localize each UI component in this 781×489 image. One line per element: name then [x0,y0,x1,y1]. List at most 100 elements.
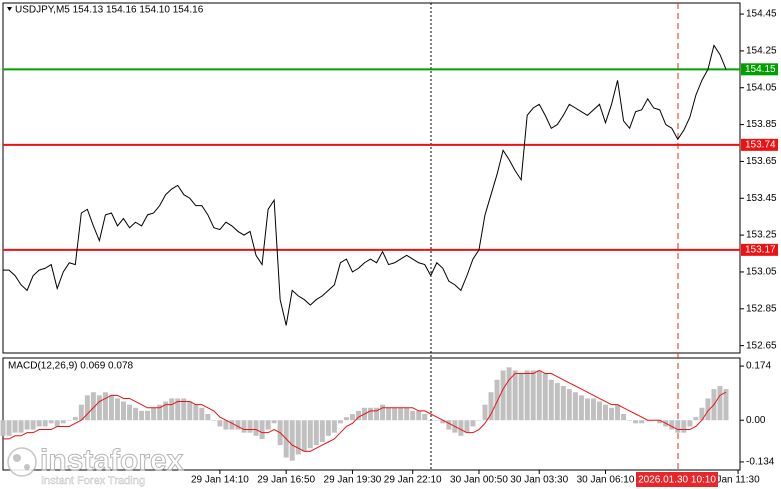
macd-bar [84,395,90,421]
macd-bar [657,420,663,424]
level-label-box [741,63,778,76]
y-tick-label: 153.85 [746,119,777,130]
y-tick-label: 152.85 [746,303,777,314]
y-tick-label: 154.45 [746,9,777,20]
macd-bar [247,420,253,433]
macd-bar [66,420,72,421]
x-tick-label: 30 Jan 03:30 [510,475,568,486]
macd-bar [572,392,578,421]
macd-bar [127,404,133,421]
x-tick-label: 29 Jan 22:10 [384,475,442,486]
chart-title: USDJPY,M5 154.13 154.16 154.10 154.16 [15,5,204,16]
macd-bar [6,420,12,436]
macd-bar [398,407,404,421]
x-tick-label: 30 Jan 00:50 [450,475,508,486]
macd-bar [392,407,398,421]
macd-bar [578,395,584,421]
macd-bar [669,420,675,430]
macd-bar [199,407,205,421]
macd-bar [319,420,325,442]
macd-bar [253,420,259,436]
macd-bar [169,398,175,421]
macd-bar [24,420,30,430]
macd-bar [187,401,193,421]
macd-tick-label: -0.134 [746,457,775,468]
macd-bar [494,379,500,421]
macd-bar [12,420,18,433]
level-label: 153.74 [745,139,776,150]
macd-bar [235,420,241,430]
macd-bar [271,420,277,424]
macd-bar [476,420,482,421]
macd-bar [464,420,470,433]
macd-bar [78,404,84,421]
macd-bar [301,420,307,452]
macd-bar [416,410,422,421]
title-arrow [7,7,12,11]
macd-bar [446,420,452,430]
price-line [3,44,727,326]
macd-bar [374,407,380,421]
level-label: 153.17 [745,244,776,255]
macd-bar [193,404,199,421]
macd-bar [368,407,374,421]
cursor-label-box [636,472,718,487]
macd-bar [223,420,229,430]
macd-bar [404,407,410,421]
macd-bar [488,392,494,421]
macd-bar [60,420,66,424]
macd-bar [518,373,524,421]
macd-bar [548,379,554,421]
level-label-box [741,138,778,151]
macd-bar [560,386,566,421]
macd-bar [530,370,536,421]
macd-bar [705,398,711,421]
macd-bar [717,386,723,421]
macd-bar [0,420,6,436]
macd-bar [693,417,699,421]
macd-bar [175,398,181,421]
macd-bar [72,417,78,421]
y-tick-label: 153.45 [746,193,777,204]
macd-bar [621,414,627,421]
macd-bar [139,410,145,421]
macd-bar [687,420,693,427]
macd-bar [114,398,120,421]
macd-bar [681,420,687,433]
macd-bar [102,392,108,421]
x-tick-label: 30 Jan 06:10 [577,475,635,486]
logo-dot [24,464,30,470]
macd-bar [265,420,271,430]
macd-bar [241,420,247,433]
macd-bar [428,420,434,421]
macd-bar [590,398,596,421]
x-tick-label: Jan 11:30 [716,475,760,486]
logo-dot [13,454,21,462]
level-label: 154.15 [745,64,776,75]
macd-bar [723,389,729,421]
macd-bar [512,370,518,421]
macd-bar [331,420,337,433]
macd-bar [410,410,416,421]
macd-bar [554,382,560,421]
macd-bar [609,407,615,421]
macd-bar [380,404,386,421]
macd-bar [343,417,349,421]
macd-bar [596,401,602,421]
watermark-brand: instaforex [40,444,184,477]
macd-bar [675,420,681,433]
level-label-box [741,243,778,256]
macd-bar [615,404,621,421]
macd-bar [145,410,151,421]
watermark: instaforex Instant Forex Trading [7,443,184,487]
macd-bar [470,420,476,427]
macd-bar [603,404,608,421]
x-tick-label: 29 Jan 14:10 [191,475,249,486]
macd-bar [434,420,440,421]
macd-bar [337,420,343,424]
macd-tick-label: 0.00 [746,415,766,426]
macd-bar [325,420,331,436]
macd-bar [422,414,428,421]
macd-bar [584,398,590,421]
